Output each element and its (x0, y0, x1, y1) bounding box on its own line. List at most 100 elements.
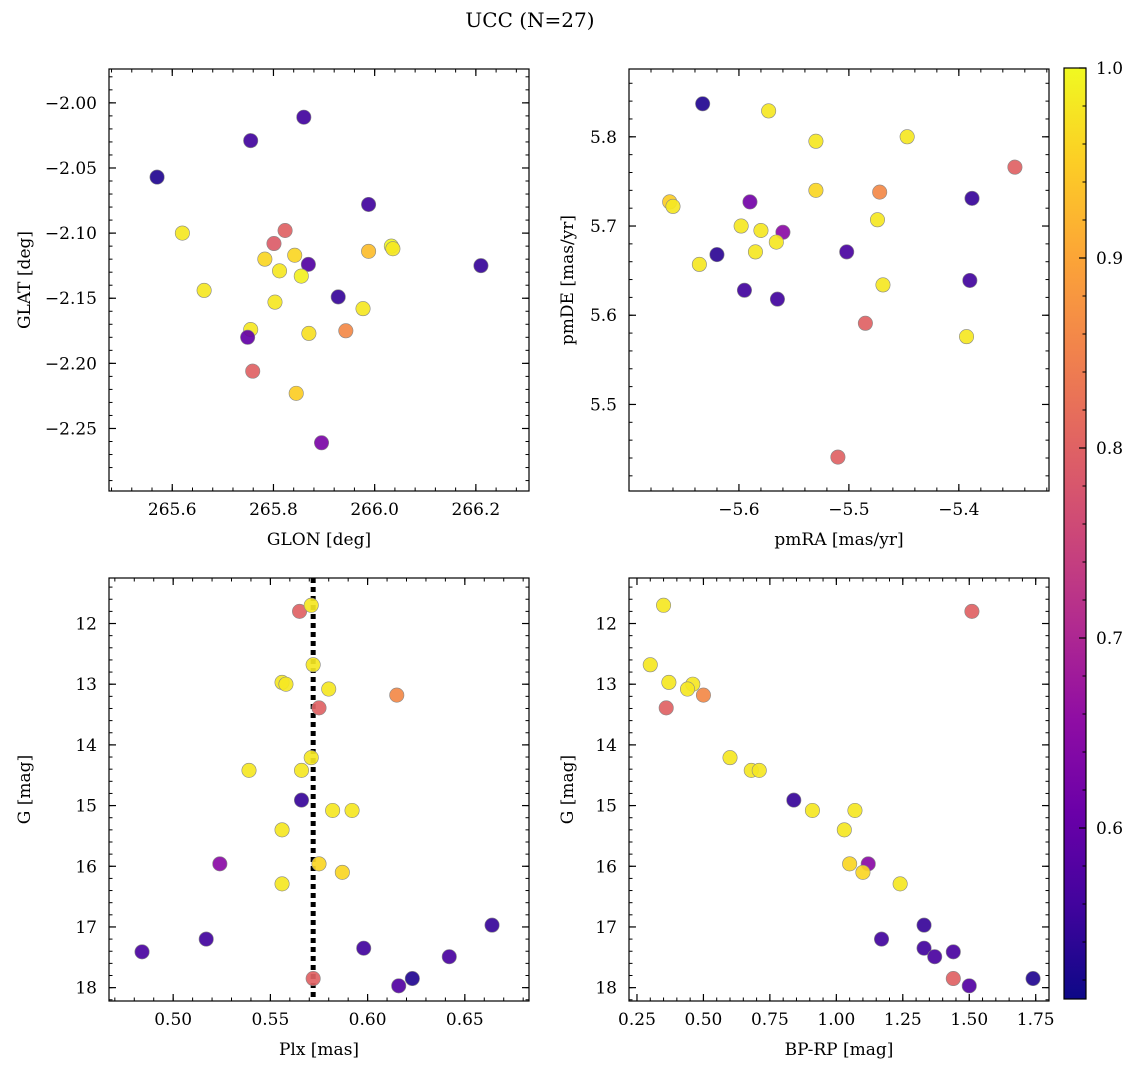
y-tick-label: 5.6 (590, 306, 617, 326)
data-point (293, 792, 309, 808)
data-point (391, 978, 407, 994)
data-point (325, 802, 341, 818)
data-point (241, 762, 257, 778)
x-tick-label: 0.55 (251, 1010, 289, 1030)
data-point (356, 940, 372, 956)
data-point (808, 133, 824, 149)
data-point (303, 597, 319, 613)
data-point (321, 681, 337, 697)
x-tick-label: 0.25 (618, 1010, 656, 1030)
colorbar-tick-label: 0.7 (1096, 629, 1123, 649)
data-point (916, 940, 932, 956)
data-point (266, 236, 282, 252)
x-tick-label: 0.50 (685, 1010, 723, 1030)
x-tick-label: 1.25 (884, 1010, 922, 1030)
data-point (134, 944, 150, 960)
points (134, 597, 500, 994)
y-tick-label: 17 (595, 918, 617, 938)
data-point (212, 856, 228, 872)
x-axis-label: Plx [mas] (279, 1040, 359, 1060)
y-tick-label: 14 (75, 736, 97, 756)
data-point (661, 674, 677, 690)
data-point (267, 294, 283, 310)
data-point (751, 762, 767, 778)
data-point (658, 700, 674, 716)
data-point (869, 212, 885, 228)
data-point (945, 971, 961, 987)
y-tick-label: −2.15 (45, 289, 97, 309)
data-point (769, 291, 785, 307)
data-point (874, 931, 890, 947)
data-point (1025, 971, 1041, 987)
data-point (389, 687, 405, 703)
data-point (240, 329, 256, 345)
data-point (875, 277, 891, 293)
figure-title: UCC (N=27) (465, 8, 594, 32)
panels: 265.6 265.8 266.0 266.2 −2.00 −2.05 −2.10 −2.15… (15, 68, 1055, 1060)
x-tick-label: 266.0 (350, 500, 399, 520)
y-tick-label: −2.20 (45, 354, 97, 374)
y-tick-label: −2.00 (45, 94, 97, 114)
data-point (786, 792, 802, 808)
data-point (296, 109, 312, 125)
data-point (899, 129, 915, 145)
y-tick-label: 12 (595, 615, 617, 635)
data-point (288, 385, 304, 401)
data-point (964, 603, 980, 619)
data-point (733, 218, 749, 234)
data-point (695, 96, 711, 112)
data-point (1007, 159, 1023, 175)
colorbar-frame (1063, 67, 1087, 1000)
data-point (174, 225, 190, 241)
y-tick-label: 17 (75, 918, 97, 938)
data-point (196, 282, 212, 298)
data-point (257, 251, 273, 267)
data-point (808, 182, 824, 198)
data-point (961, 978, 977, 994)
data-point (964, 190, 980, 206)
data-point (839, 244, 855, 260)
data-point (305, 657, 321, 673)
data-point (293, 268, 309, 284)
axes-frame (108, 577, 530, 1002)
data-point (916, 917, 932, 933)
data-point (278, 676, 294, 692)
data-point (334, 864, 350, 880)
data-point (338, 323, 354, 339)
data-point (691, 256, 707, 272)
panel-1: 265.6 265.8 266.0 266.2 −2.00 −2.05 −2.10 −2.15… (15, 68, 530, 550)
data-point (198, 931, 214, 947)
data-point (361, 196, 377, 212)
data-point (305, 971, 321, 987)
x-tick-label: 265.8 (249, 500, 298, 520)
x-tick-label: 1.50 (950, 1010, 988, 1030)
data-point (892, 876, 908, 892)
data-point (736, 282, 752, 298)
data-point (293, 762, 309, 778)
x-tick-label: −5.4 (938, 500, 979, 520)
data-point (679, 681, 695, 697)
x-tick-label: 1.00 (817, 1010, 855, 1030)
data-point (355, 301, 371, 317)
y-tick-label: 18 (595, 979, 617, 999)
y-tick-label: 13 (595, 675, 617, 695)
data-point (656, 597, 672, 613)
y-tick-label: 16 (75, 857, 97, 877)
y-tick-label: 5.7 (590, 217, 617, 237)
data-point (149, 169, 165, 185)
data-point (642, 657, 658, 673)
points (642, 597, 1041, 994)
y-axis-label: pmDE [mas/yr] (558, 215, 578, 345)
colorbar-gradient (1064, 68, 1086, 999)
x-tick-label: 0.50 (154, 1010, 192, 1030)
data-point (300, 256, 316, 272)
y-tick-label: −2.10 (45, 224, 97, 244)
y-tick-label: 15 (75, 797, 97, 817)
data-point (301, 325, 317, 341)
data-point (272, 263, 288, 279)
data-point (742, 194, 758, 210)
data-point (245, 363, 261, 379)
data-point (945, 944, 961, 960)
data-point (274, 876, 290, 892)
